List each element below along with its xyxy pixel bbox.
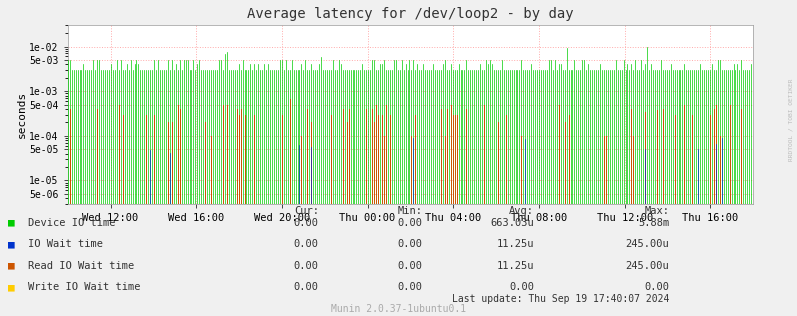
Text: 0.00: 0.00 <box>398 282 422 292</box>
Text: 245.00u: 245.00u <box>626 261 669 271</box>
Text: ■: ■ <box>8 218 14 228</box>
Text: 0.00: 0.00 <box>398 239 422 249</box>
Text: 0.00: 0.00 <box>294 218 319 228</box>
Text: 11.25u: 11.25u <box>497 261 534 271</box>
Text: Device IO time: Device IO time <box>28 218 116 228</box>
Text: 0.00: 0.00 <box>398 218 422 228</box>
Text: 245.00u: 245.00u <box>626 239 669 249</box>
Text: Last update: Thu Sep 19 17:40:07 2024: Last update: Thu Sep 19 17:40:07 2024 <box>452 294 669 304</box>
Text: Cur:: Cur: <box>294 206 319 216</box>
Text: RRDTOOL / TOBI OETIKER: RRDTOOL / TOBI OETIKER <box>789 79 794 161</box>
Text: Avg:: Avg: <box>509 206 534 216</box>
Y-axis label: seconds: seconds <box>17 91 26 138</box>
Text: Max:: Max: <box>645 206 669 216</box>
Text: 11.25u: 11.25u <box>497 239 534 249</box>
Text: 0.00: 0.00 <box>398 261 422 271</box>
Text: 0.00: 0.00 <box>509 282 534 292</box>
Text: 0.00: 0.00 <box>645 282 669 292</box>
Text: Min:: Min: <box>398 206 422 216</box>
Text: Read IO Wait time: Read IO Wait time <box>28 261 134 271</box>
Text: Write IO Wait time: Write IO Wait time <box>28 282 140 292</box>
Text: ■: ■ <box>8 261 14 271</box>
Title: Average latency for /dev/loop2 - by day: Average latency for /dev/loop2 - by day <box>247 7 574 21</box>
Text: IO Wait time: IO Wait time <box>28 239 103 249</box>
Text: 663.03u: 663.03u <box>490 218 534 228</box>
Text: Munin 2.0.37-1ubuntu0.1: Munin 2.0.37-1ubuntu0.1 <box>331 304 466 314</box>
Text: 0.00: 0.00 <box>294 261 319 271</box>
Text: 0.00: 0.00 <box>294 239 319 249</box>
Text: ■: ■ <box>8 239 14 249</box>
Text: 0.00: 0.00 <box>294 282 319 292</box>
Text: ■: ■ <box>8 282 14 292</box>
Text: 5.88m: 5.88m <box>638 218 669 228</box>
